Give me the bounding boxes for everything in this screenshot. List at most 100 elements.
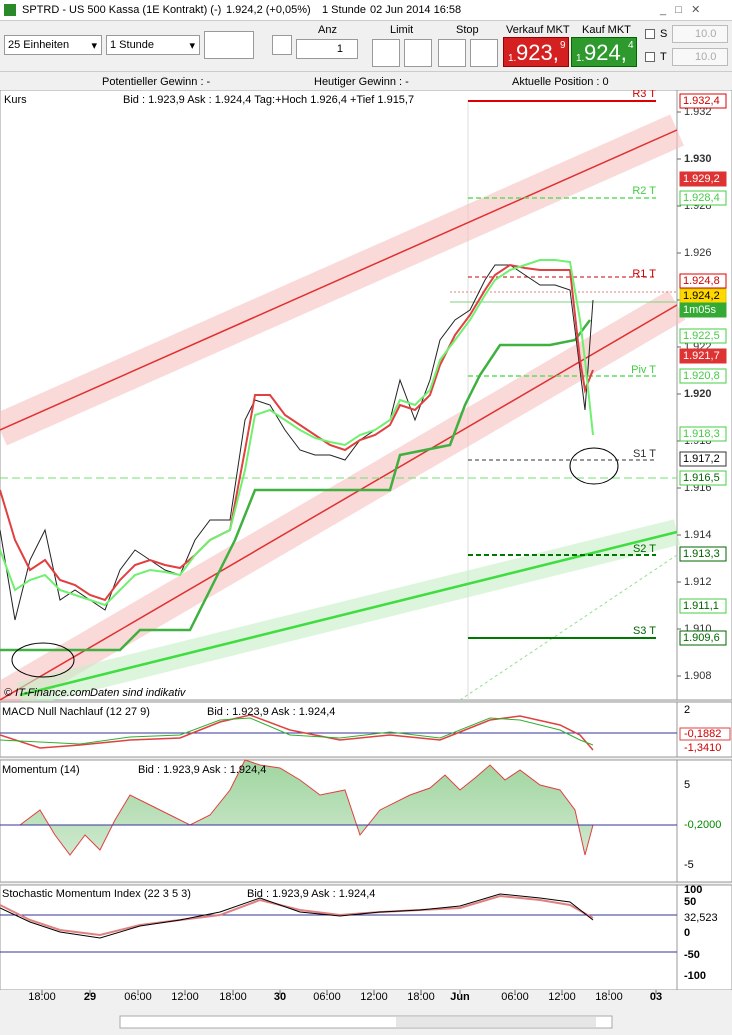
- trend-line-dotted: [459, 554, 678, 701]
- charts: Kurs Bid : 1.923,9 Ask : 1.924,4 Tag:+Ho…: [0, 90, 732, 1035]
- settings-button[interactable]: [272, 35, 292, 55]
- momentum-tag: -0,2000: [684, 819, 721, 831]
- interval: 1 Stunde: [322, 4, 367, 16]
- price-tag-box: [679, 368, 727, 384]
- t-input[interactable]: 10.0: [672, 48, 728, 66]
- macd-line: [0, 717, 594, 746]
- stochastic-plot: [0, 884, 678, 991]
- stochastic-axis: [676, 884, 732, 991]
- s-checkbox[interactable]: [645, 29, 655, 39]
- main-name: Kurs: [4, 94, 27, 106]
- buy-main: 924,: [584, 40, 627, 65]
- price-tag: 1.918,3: [683, 428, 720, 440]
- anz-label: Anz: [318, 24, 337, 36]
- sell-main: 923,: [516, 40, 559, 65]
- x-tick-label: 06:00: [124, 991, 152, 1003]
- stochastic-signal: [0, 894, 594, 937]
- price-tag: 1.928,4: [683, 192, 720, 204]
- x-tick-label: 18:00: [407, 991, 435, 1003]
- price-tag: 1.921,7: [683, 350, 720, 362]
- circle-marker: [11, 642, 75, 678]
- copyright: © IT-Finance.com: [4, 687, 91, 699]
- s-input[interactable]: 10.0: [672, 25, 728, 43]
- stochastic-tick: -100: [684, 970, 706, 982]
- toolbar: 25 Einheiten ▾ 1 Stunde ▾ Anz 1 Limit Stop…: [0, 21, 732, 71]
- anz-input[interactable]: 1: [296, 39, 358, 59]
- y-tick-label: 1.930: [684, 153, 712, 165]
- price: 1.924,2 (+0,05%): [226, 4, 311, 16]
- limit-sell[interactable]: [404, 39, 432, 67]
- x-tick-label: 30: [274, 991, 286, 1003]
- x-tick-label: 03: [650, 991, 662, 1003]
- price-tag: 1.924,8: [683, 275, 720, 287]
- price-tag-box: [679, 630, 727, 646]
- price-tag: 1.916,5: [683, 472, 720, 484]
- step-line: [0, 319, 591, 652]
- price-tag-box: [679, 348, 727, 364]
- momentum-area: [0, 759, 594, 856]
- pivot-label: R2 T: [632, 185, 656, 197]
- limit-label: Limit: [390, 24, 414, 36]
- sell-button[interactable]: 1. 923, 9: [503, 37, 569, 67]
- chart-type-button[interactable]: [204, 31, 254, 59]
- icon: [4, 4, 16, 16]
- pivot-label: Piv T: [631, 364, 656, 376]
- x-tick-label: 06:00: [501, 991, 529, 1003]
- status-bar: Potentieller Gewinn : - Heutiger Gewinn …: [0, 71, 732, 90]
- price-tag: 1.913,3: [683, 548, 720, 560]
- t-value: 10.0: [695, 51, 717, 63]
- ma-green: [0, 259, 594, 607]
- stochastic-tick: 50: [684, 896, 696, 908]
- stochastic-tick: -50: [684, 949, 700, 961]
- symbol: SPTRD - US 500 Kassa (1E Kontrakt) (-): [22, 4, 222, 16]
- price-tag: 1.924,2: [683, 290, 720, 302]
- x-tick-label: 06:00: [313, 991, 341, 1003]
- window-controls[interactable]: _ □ ✕: [660, 4, 701, 16]
- limit-buy[interactable]: [372, 39, 400, 67]
- x-tick-label: 29: [84, 991, 96, 1003]
- macd-signal: [0, 714, 594, 751]
- momentum-axis: [676, 759, 732, 883]
- stop-buy[interactable]: [438, 39, 466, 67]
- macd-tag-box: [679, 727, 731, 741]
- stop-sell[interactable]: [470, 39, 498, 67]
- pivot-label: S1 T: [633, 448, 656, 460]
- stochastic-name: Stochastic Momentum Index (22 3 5 3): [2, 888, 191, 900]
- y-tick-label: 1.920: [684, 388, 712, 400]
- price-tag-box: [679, 93, 727, 109]
- momentum-info: Bid : 1.923,9 Ask : 1.924,4: [138, 764, 266, 776]
- pivot-label: S3 T: [633, 625, 656, 637]
- price-tag-box: [679, 273, 727, 289]
- price-tag-box: [679, 190, 727, 206]
- macd-tag: -1,3410: [684, 742, 721, 754]
- potential-gain: Potentieller Gewinn : -: [102, 76, 211, 88]
- x-tick-label: Jun: [450, 991, 470, 1003]
- y-tick-label: 1.912: [684, 576, 712, 588]
- x-tick-label: 18:00: [595, 991, 623, 1003]
- circle-marker: [569, 447, 619, 485]
- title-bar: SPTRD - US 500 Kassa (1E Kontrakt) (-) 1…: [0, 0, 732, 21]
- price-tag: 1.917,2: [683, 453, 720, 465]
- buy-button[interactable]: 1. 924, 4: [571, 37, 637, 67]
- units-select[interactable]: 25 Einheiten ▾: [4, 35, 102, 55]
- scroll-thumb[interactable]: [396, 1017, 596, 1027]
- price-tag: 1.922,5: [683, 330, 720, 342]
- macd-info: Bid : 1.923,9 Ask : 1.924,4: [207, 706, 335, 718]
- y-tick-label: 1.926: [684, 247, 712, 259]
- price-tag-box: [679, 598, 727, 614]
- buy-prefix: 1.: [576, 53, 585, 64]
- x-tick-label: 12:00: [360, 991, 388, 1003]
- price-tag: 1.929,2: [683, 173, 720, 185]
- y-tick-label: 1.908: [684, 670, 712, 682]
- macd-tick: 2: [684, 704, 690, 716]
- t-checkbox[interactable]: [645, 52, 655, 62]
- price-tag: 1.932,4: [683, 95, 720, 107]
- buy-label: Kauf MKT: [582, 24, 631, 36]
- macd-name: MACD Null Nachlauf (12 27 9): [2, 706, 150, 718]
- interval-select[interactable]: 1 Stunde ▾: [106, 35, 200, 55]
- trend-line: [19, 530, 678, 697]
- buy-suffix: 4: [628, 40, 634, 51]
- momentum-name: Momentum (14): [2, 764, 80, 776]
- stochastic-tick: 0: [684, 927, 690, 939]
